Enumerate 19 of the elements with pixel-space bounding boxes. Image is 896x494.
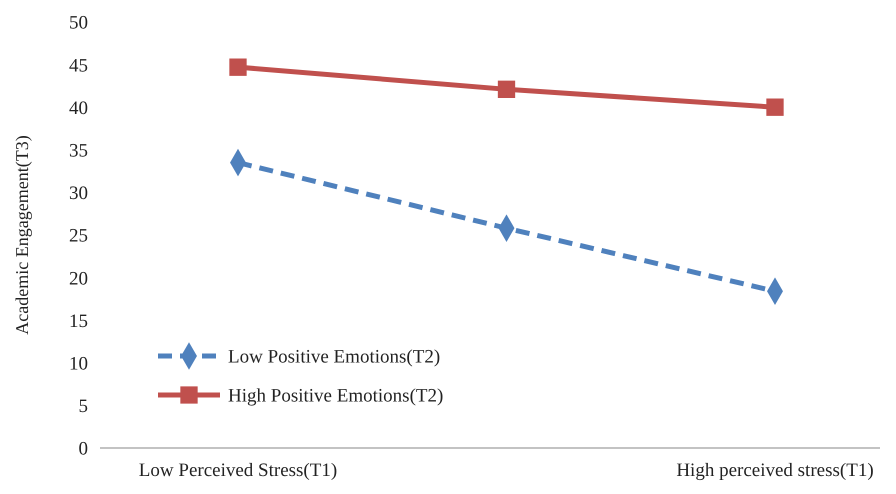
y-tick-label: 15: [69, 310, 88, 332]
point: [229, 58, 247, 76]
y-tick-label: 20: [69, 268, 88, 290]
legend-label: Low Positive Emotions(T2): [228, 346, 440, 368]
legend-label: High Positive Emotions(T2): [228, 386, 444, 407]
point: [766, 98, 784, 116]
y-tick-label: 50: [69, 12, 88, 34]
y-tick-label: 10: [69, 353, 88, 374]
y-tick-label: 35: [69, 140, 88, 162]
y-tick-label: 0: [78, 438, 88, 460]
x-tick-label: Low Perceived Stress(T1): [138, 460, 338, 481]
y-tick-label: 5: [78, 396, 88, 418]
y-tick-label: 25: [69, 226, 88, 247]
y-tick-label: 45: [69, 55, 88, 76]
y-axis-title: Academic Engagement(T3): [12, 135, 32, 335]
y-tick-label: 30: [69, 183, 88, 204]
point: [498, 80, 516, 98]
y-tick-label: 40: [69, 98, 88, 119]
x-tick-label: High perceived stress(T1): [676, 460, 874, 481]
